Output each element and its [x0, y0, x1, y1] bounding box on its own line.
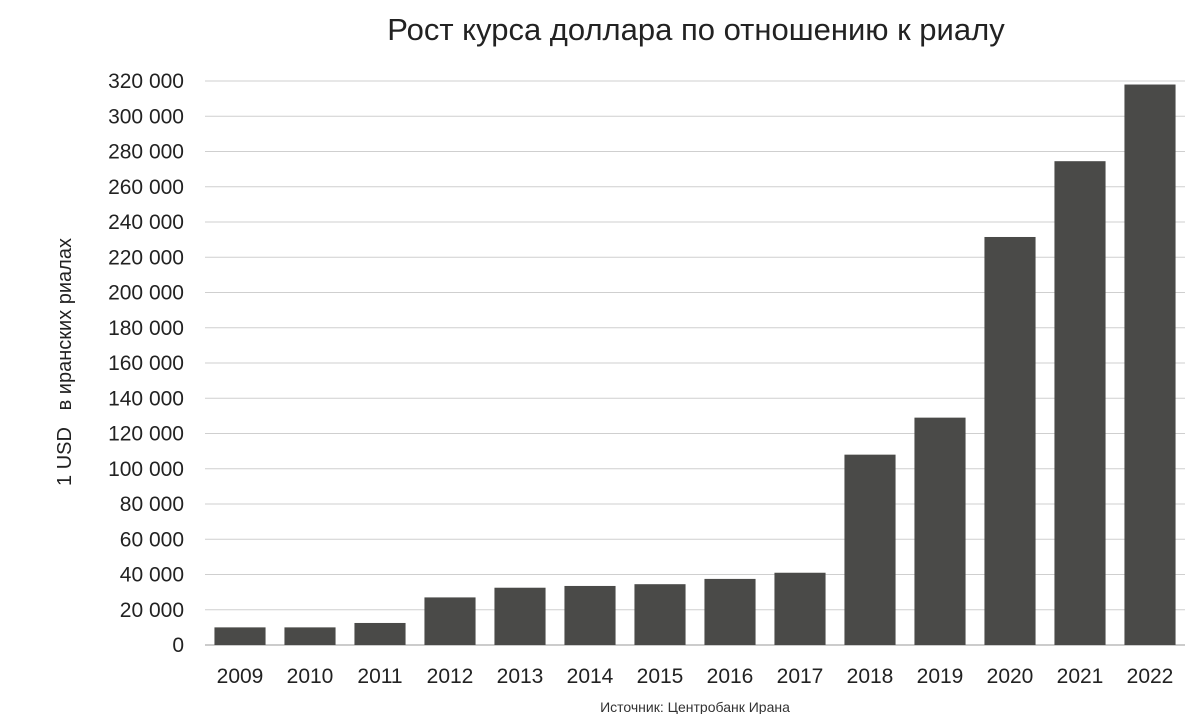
x-tick-label: 2012	[427, 665, 474, 688]
bar-2017	[774, 572, 826, 645]
y-tick-label: 160 000	[108, 352, 184, 375]
gridlines	[205, 80, 1185, 646]
bar-2012	[424, 597, 476, 645]
x-tick-label: 2011	[357, 665, 402, 688]
y-tick-label: 320 000	[108, 70, 184, 93]
x-tick-label: 2020	[987, 665, 1034, 688]
x-tick-label: 2021	[1057, 665, 1104, 688]
y-tick-label: 280 000	[108, 141, 184, 164]
y-tick-label: 60 000	[120, 528, 184, 551]
x-tick-label: 2022	[1127, 665, 1174, 688]
bar-2013	[494, 587, 546, 645]
bars	[214, 84, 1176, 645]
x-tick-label: 2010	[287, 665, 334, 688]
bar-2022	[1124, 84, 1176, 645]
source-note: Источник: Центробанк Ирана	[600, 699, 790, 714]
x-axis-ticks: 2009 2010 2011 2012 2013 2014 2015 2016 2017 2018…	[217, 665, 1174, 688]
y-tick-label: 20 000	[120, 599, 184, 622]
y-tick-label: 220 000	[108, 246, 184, 269]
x-tick-label: 2018	[847, 665, 894, 688]
bar-2018	[844, 454, 896, 645]
x-tick-label: 2019	[917, 665, 964, 688]
bar-2010	[284, 627, 336, 645]
bar-2021	[1054, 161, 1106, 645]
bar-2009	[214, 627, 266, 645]
y-tick-label: 260 000	[108, 176, 184, 199]
y-tick-label: 200 000	[108, 282, 184, 305]
y-axis-label: 1 USD в иранских риалах	[54, 238, 76, 486]
y-tick-label: 80 000	[120, 493, 184, 516]
chart-title: Рост курса доллара по отношению к риалу	[387, 12, 1005, 47]
y-tick-label: 180 000	[108, 317, 184, 340]
y-tick-label: 240 000	[108, 211, 184, 234]
y-tick-label: 120 000	[108, 423, 184, 446]
bar-2015	[634, 584, 686, 645]
bar-2014	[564, 585, 616, 645]
y-tick-label: 300 000	[108, 105, 184, 128]
y-tick-label: 100 000	[108, 458, 184, 481]
x-tick-label: 2009	[217, 665, 264, 688]
bar-2020	[984, 236, 1036, 645]
x-tick-label: 2017	[777, 665, 824, 688]
y-tick-label: 0	[172, 634, 184, 657]
x-tick-label: 2015	[637, 665, 684, 688]
x-tick-label: 2016	[707, 665, 754, 688]
y-tick-label: 140 000	[108, 387, 184, 410]
x-tick-label: 2013	[497, 665, 544, 688]
bar-2016	[704, 578, 756, 645]
y-tick-label: 40 000	[120, 564, 184, 587]
x-tick-label: 2014	[567, 665, 614, 688]
bar-2019	[914, 417, 966, 645]
y-axis-ticks: 0 20 000 40 000 60 000 80 000 100 000 120 000 1…	[108, 70, 184, 657]
bar-2011	[354, 622, 406, 645]
